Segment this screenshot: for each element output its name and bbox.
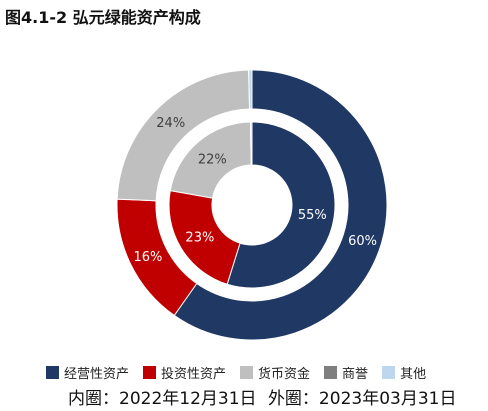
legend-swatch — [382, 366, 396, 379]
inner-slice-cash — [169, 121, 252, 199]
legend-label: 投资性资产 — [161, 367, 227, 382]
footnote-outer: 外圈：2023年03月31日 — [267, 389, 457, 409]
outer-slice-operating-assets — [173, 69, 388, 341]
outer-label-investment-assets: 16% — [133, 250, 162, 265]
legend-label: 经营性资产 — [64, 367, 130, 382]
inner-slice-other — [249, 121, 253, 166]
outer-label-operating-assets: 60% — [348, 234, 377, 249]
legend-swatch — [324, 366, 338, 379]
inner-label-operating-assets: 55% — [298, 208, 327, 223]
legend-label: 其他 — [400, 367, 427, 382]
chart-title: 图4.1-2 弘元绿能资产构成 — [5, 8, 201, 27]
footnote-inner: 内圈：2022年12月31日 — [68, 389, 257, 409]
inner-slice-investment-assets — [168, 190, 241, 285]
legend-item-operating-assets: 经营性资产 — [46, 363, 129, 382]
legend-item-goodwill: 商誉 — [324, 363, 368, 382]
legend-swatch — [240, 366, 254, 379]
legend-label: 商誉 — [342, 367, 369, 382]
legend-item-cash: 货币资金 — [240, 363, 310, 382]
legend-item-investment-assets: 投资性资产 — [143, 363, 226, 382]
donut-chart: 55% 23% 22% 60% 16% 24% — [116, 69, 388, 341]
legend-item-other: 其他 — [382, 363, 426, 382]
inner-label-cash: 22% — [198, 153, 227, 168]
legend-swatch — [46, 366, 59, 379]
inner-slice-operating-assets — [226, 121, 336, 289]
outer-label-cash: 24% — [156, 116, 185, 131]
outer-slice-other — [248, 69, 253, 110]
legend-label: 货币资金 — [258, 367, 311, 382]
footnote: 内圈：2022年12月31日 外圈：2023年03月31日 — [68, 384, 462, 409]
inner-label-investment-assets: 23% — [185, 231, 214, 246]
legend-swatch — [143, 366, 157, 379]
legend: 经营性资产 投资性资产 货币资金 商誉 其他 — [46, 363, 426, 382]
